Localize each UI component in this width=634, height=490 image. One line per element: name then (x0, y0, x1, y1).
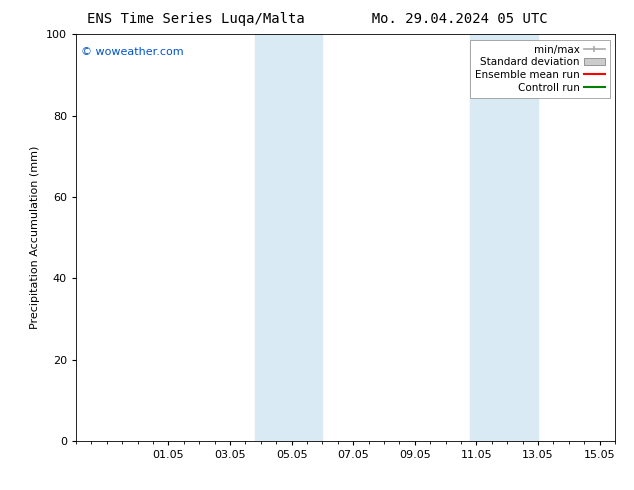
Y-axis label: Precipitation Accumulation (mm): Precipitation Accumulation (mm) (30, 146, 41, 329)
Bar (470, 34, 538, 441)
Legend: min/max, Standard deviation, Ensemble mean run, Controll run: min/max, Standard deviation, Ensemble me… (470, 40, 610, 98)
Text: © woweather.com: © woweather.com (81, 47, 184, 56)
Bar (255, 34, 323, 441)
Text: ENS Time Series Luqa/Malta        Mo. 29.04.2024 05 UTC: ENS Time Series Luqa/Malta Mo. 29.04.202… (87, 12, 547, 26)
